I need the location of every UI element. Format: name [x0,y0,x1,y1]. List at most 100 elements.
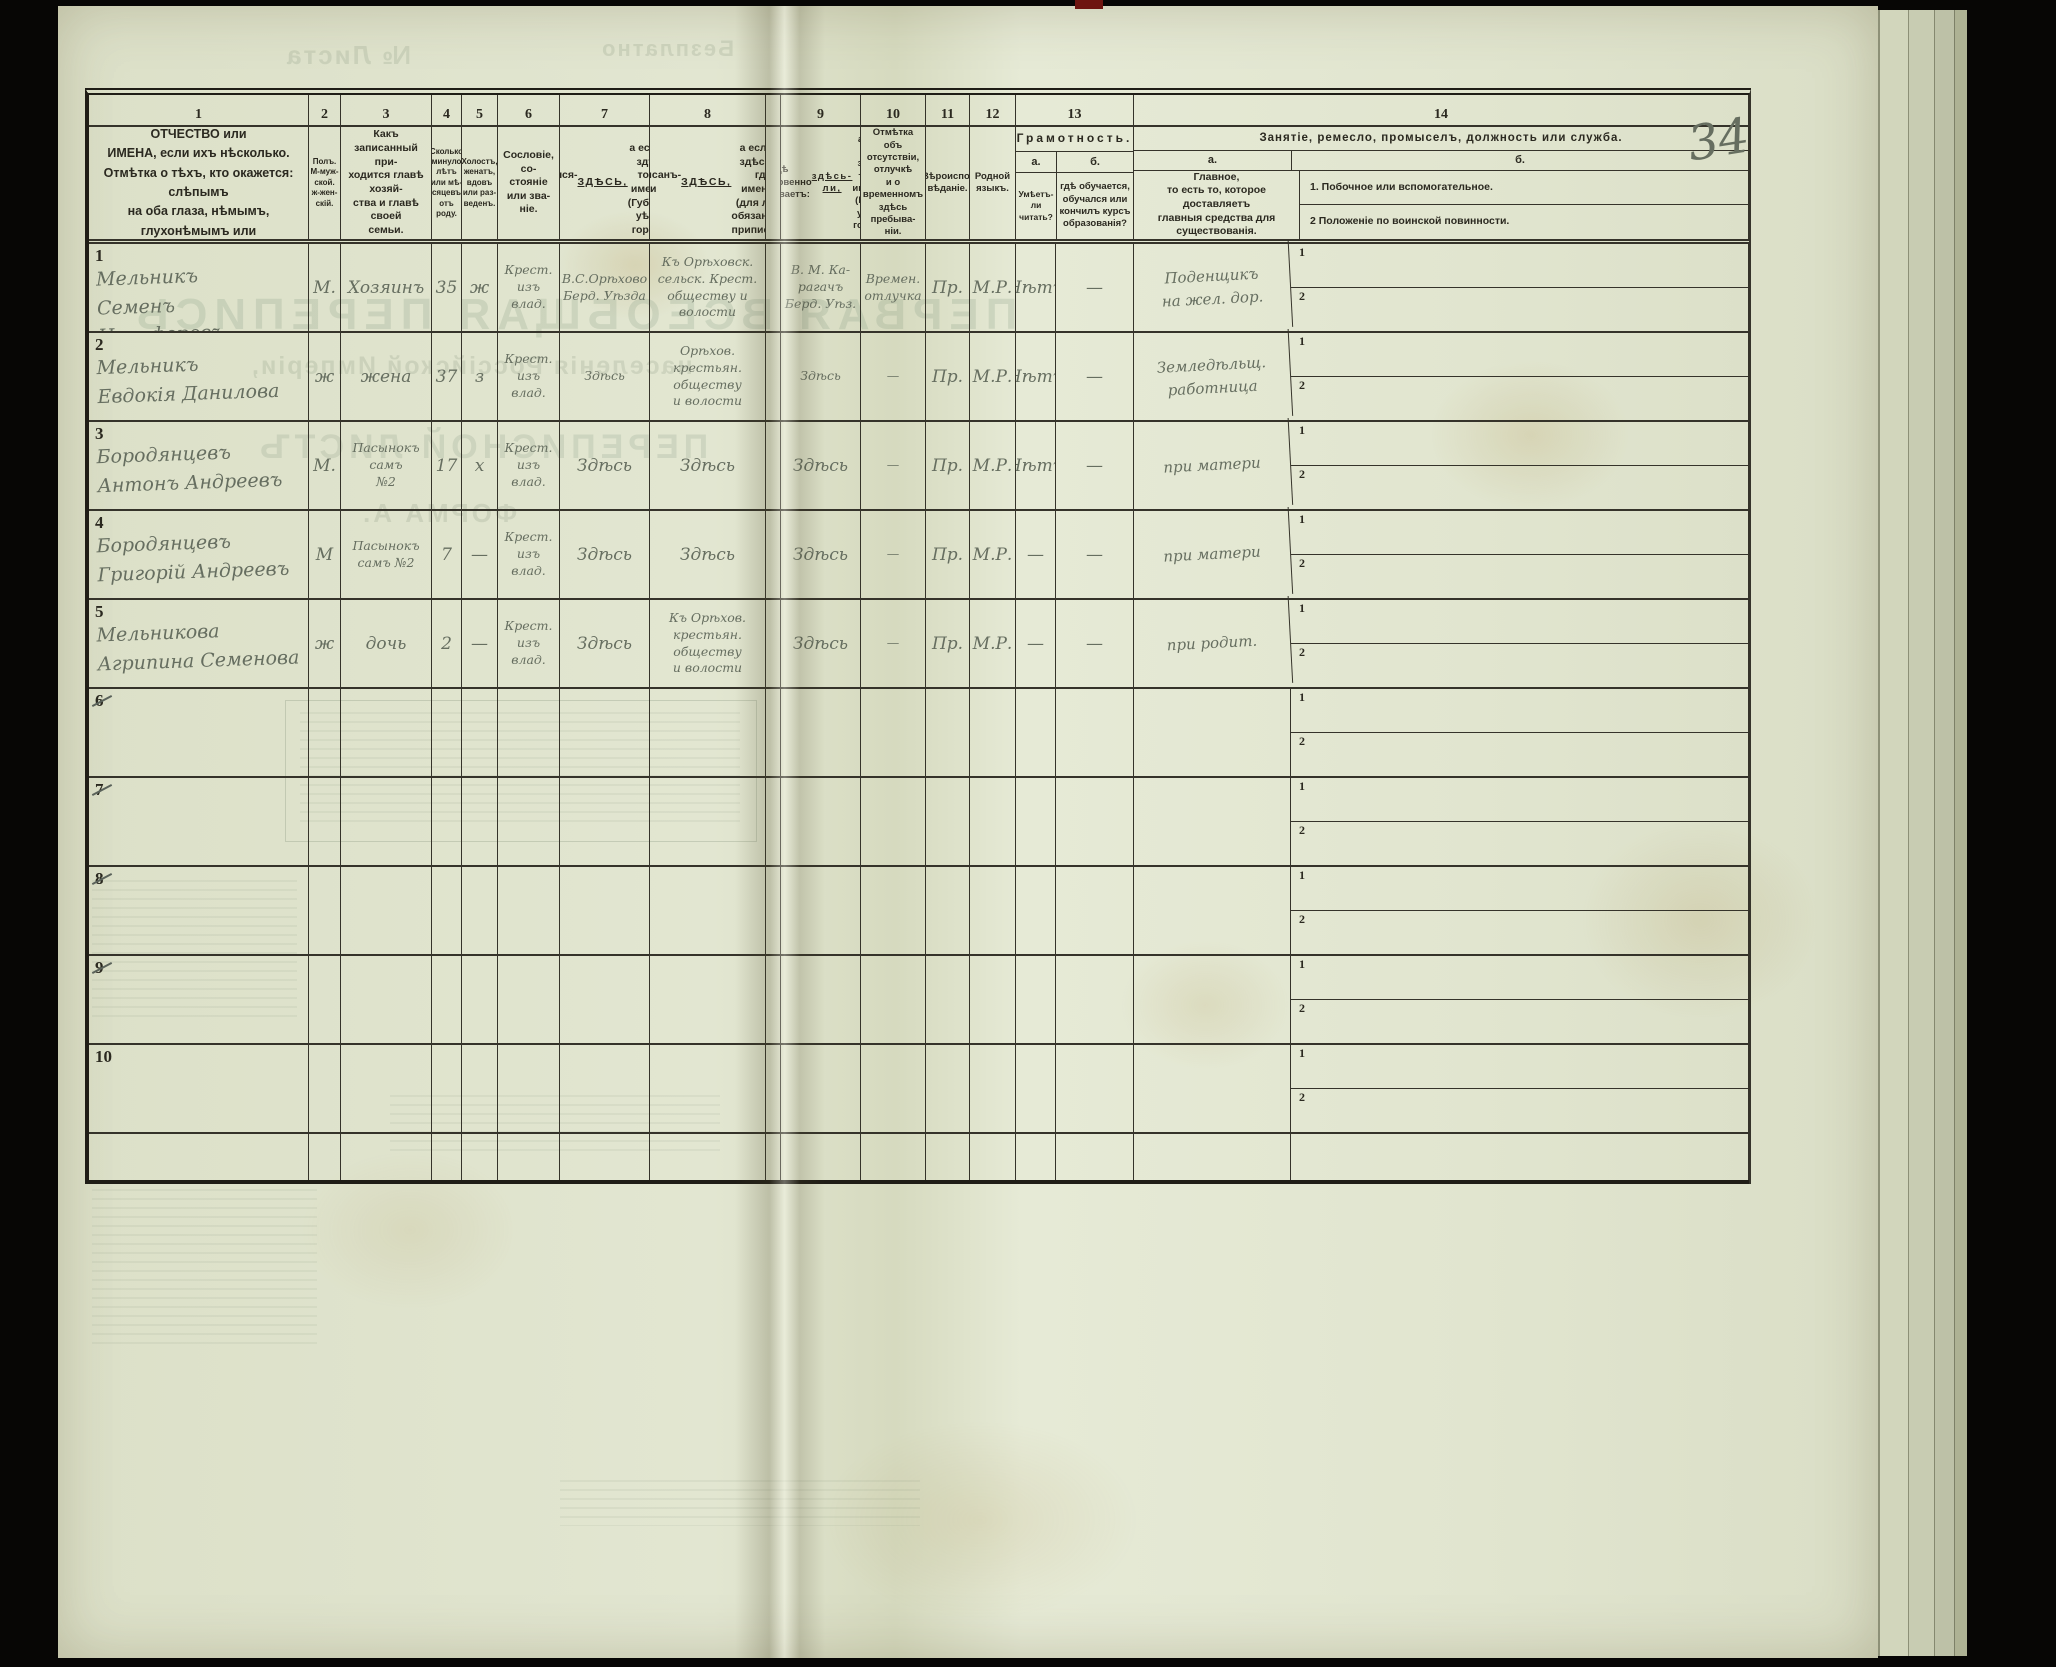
table-row: 9 1 2 [89,956,1749,1045]
literacy-b-label: б. [1090,155,1100,168]
religion-cell: Пр. [926,422,970,509]
name-cell: 4 Бородянцевъ Григорій Андреевъ [89,511,309,598]
religion-cell [926,867,970,954]
literacy-read-cell: Нѣтъ [1016,333,1056,420]
sub-number-2: 2 [1299,823,1305,837]
occupation-main-cell [1134,689,1291,776]
religion-cell: Пр. [926,511,970,598]
religion-cell: Пр. [926,244,970,331]
table-row: 5 Мельникова Агрипина Семенова ж дочь 2 —… [89,595,1749,692]
occupation-a-label: а. [1134,150,1292,170]
name-cell: 3 Бородянцевъ Антонъ Андреевъ [89,422,309,509]
language-cell [970,867,1016,954]
sub-number-2: 2 [1299,289,1305,303]
sub-number-2: 2 [1299,734,1305,748]
birthplace-cell: В.С.Орѣхово Берд. Уѣзда [560,244,650,331]
occupation-b-label: б. [1515,154,1525,167]
relation-cell: Пасынокъ самъ №2 [341,422,432,509]
residence-cell: Здѣсь [781,422,861,509]
col-num-8: 8 [650,95,766,125]
row-number: 6 [95,691,104,710]
literacy-a-label: а. [1016,152,1057,172]
religion-cell: Пр. [926,600,970,687]
page-fold-gap [765,778,781,865]
language-cell: М.Р. [970,422,1016,509]
estate-cell: Крест. изъ влад. [498,422,560,509]
empty-cell [341,1134,432,1180]
literacy-edu-cell [1056,867,1134,954]
birthplace-cell: Здѣсь [560,422,650,509]
marital-cell [462,956,498,1043]
estate-cell: Крест. изъ влад. [498,600,560,687]
col-num-12: 12 [970,95,1016,125]
sheet-edge [1954,10,1967,1656]
occupation-side-cell: 1 2 [1291,244,1749,331]
sex-cell: М [309,511,341,598]
col-num-14: 14 [1134,95,1749,125]
relation-cell [341,956,432,1043]
empty-cell [432,1134,462,1180]
occupation-side-cell: 1 2 [1291,956,1749,1043]
marital-cell: з [462,333,498,420]
col-num-13: 13 [1016,95,1134,125]
age-cell [432,956,462,1043]
literacy-edu-cell [1056,689,1134,776]
literacy-read-cell: Нѣтъ [1016,244,1056,331]
name-cell: 6 [89,689,309,776]
header-residence: Гдѣ обыкновенно проживаетъ: здѣсь-ли, а … [781,127,861,239]
registration-cell: Здѣсь [650,422,766,509]
religion-cell: Пр. [926,333,970,420]
row-number: 5 [95,602,104,621]
page-fold-gap [765,867,781,954]
occupation-main-cell: Поденщикъ на жел. дор. [1131,239,1294,336]
row-number: 1 [95,246,104,265]
row-number: 8 [95,869,104,888]
name-cell: 7 [89,778,309,865]
empty-cell [781,1134,861,1180]
language-cell: М.Р. [970,333,1016,420]
sub-number-1: 1 [1299,779,1305,793]
sex-cell: М. [309,422,341,509]
literacy-read-cell: Нѣтъ [1016,422,1056,509]
page-fold-gap [765,127,781,239]
row-number: 3 [95,424,104,443]
row-number: 4 [95,513,104,532]
literacy-read-cell [1016,1045,1056,1132]
header-registration-pre: Приписанъ-ли [650,169,682,195]
table-row: 8 1 2 [89,867,1749,956]
row-number: 2 [95,335,104,354]
red-edge-mark [1075,0,1103,9]
sub-number-2: 2 [1299,1001,1305,1015]
marital-cell: х [462,422,498,509]
birthplace-cell: Здѣсь [560,511,650,598]
page-fold-gap [765,333,781,420]
name-cell: 9 [89,956,309,1043]
empty-cell [560,1134,650,1180]
sex-cell [309,956,341,1043]
registration-cell: Здѣсь [650,511,766,598]
residence-cell [781,1045,861,1132]
header-literacy-group: Грамотность. а. б. Умѣетъ- ли читать? гд… [1016,127,1134,239]
occupation-main-cell [1134,956,1291,1043]
religion-cell [926,956,970,1043]
empty-cell [650,1134,766,1180]
literacy-edu-cell [1056,1045,1134,1132]
header-registration-post: а если не здѣсь, то гдѣ именно? (для лиц… [731,142,766,236]
birthplace-cell [560,956,650,1043]
table-row: 10 1 2 [89,1045,1749,1134]
page-fold-gap [765,244,781,331]
literacy-read-cell [1016,867,1056,954]
empty-cell [1134,1134,1291,1180]
empty-cell [1056,1134,1134,1180]
header-birthplace-emph: ЗДѢСЬ, [577,176,628,189]
census-table: 1 2 3 4 5 6 7 8 9 10 11 12 13 14 ФАМИЛІЯ… [85,88,1751,1184]
age-cell: 35 [432,244,462,331]
sex-cell [309,867,341,954]
absence-cell: — [861,422,926,509]
person-name: Мельникъ Евдокія Данилова [96,353,280,408]
relation-cell: Хозяинъ [341,244,432,331]
empty-cell [309,1134,341,1180]
person-name: Бородянцевъ Антонъ Андреевъ [96,441,283,497]
